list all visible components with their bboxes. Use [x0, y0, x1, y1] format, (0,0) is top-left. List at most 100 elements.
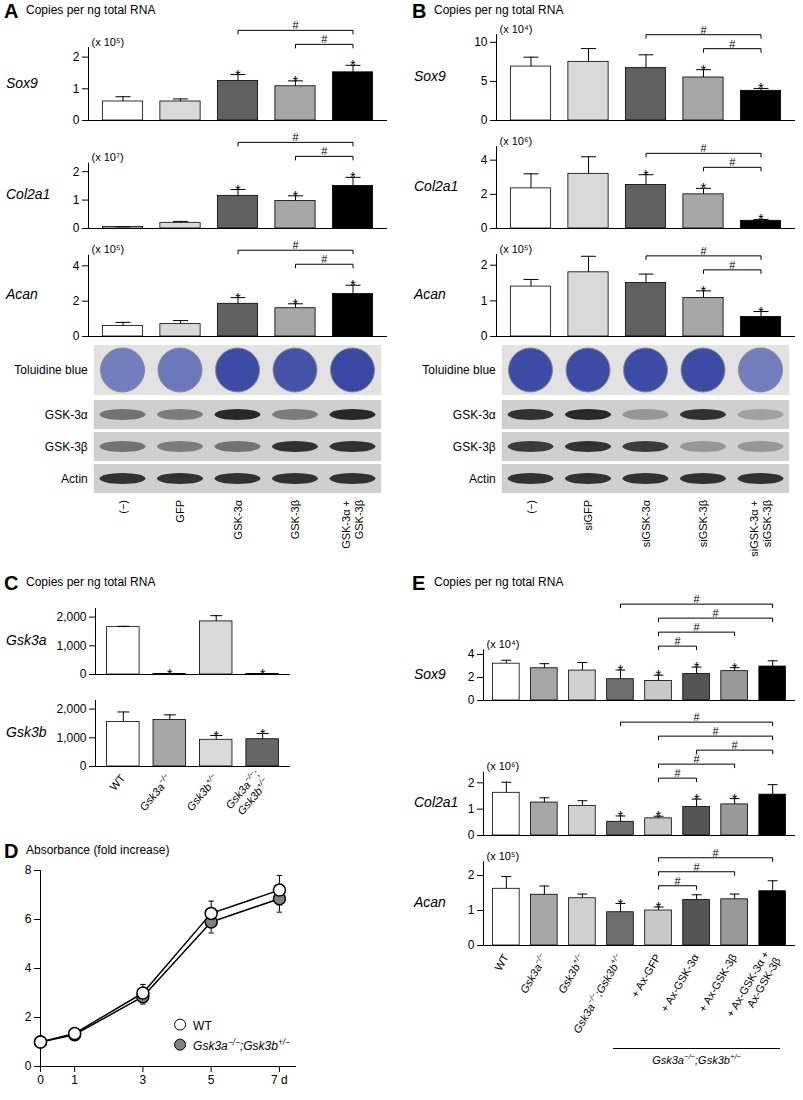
- svg-text:3: 3: [140, 1073, 147, 1087]
- svg-text:7 d: 7 d: [271, 1073, 288, 1087]
- svg-text:0: 0: [37, 1073, 44, 1087]
- svg-text:4: 4: [25, 961, 32, 975]
- svg-text:#: #: [713, 847, 720, 859]
- svg-text:GSK-3β: GSK-3β: [453, 440, 496, 454]
- svg-text:*: *: [656, 807, 662, 824]
- svg-text:2: 2: [468, 776, 475, 790]
- svg-text:2: 2: [73, 294, 80, 308]
- svg-text:1: 1: [468, 802, 475, 816]
- svg-text:#: #: [694, 621, 701, 633]
- svg-text:0: 0: [481, 329, 488, 343]
- svg-text:GSK-3α: GSK-3α: [45, 408, 88, 422]
- svg-text:2: 2: [73, 50, 80, 64]
- svg-text:*: *: [618, 661, 624, 678]
- svg-text:*: *: [643, 166, 649, 183]
- svg-text:*: *: [213, 727, 219, 744]
- svg-text:*: *: [350, 276, 356, 293]
- svg-text:#: #: [674, 875, 681, 887]
- svg-text:*: *: [656, 898, 662, 915]
- svg-text:#: #: [732, 739, 739, 751]
- svg-text:*: *: [293, 187, 299, 204]
- svg-text:2: 2: [481, 187, 488, 201]
- svg-text:2: 2: [25, 1010, 32, 1024]
- svg-text:2,000: 2,000: [56, 610, 86, 624]
- svg-text:1: 1: [73, 193, 80, 207]
- svg-text:1: 1: [71, 1073, 78, 1087]
- svg-text:(x 10⁷): (x 10⁷): [92, 151, 124, 163]
- svg-text:(x 10⁶): (x 10⁶): [487, 760, 520, 772]
- svg-text:0: 0: [481, 113, 488, 127]
- svg-text:2,000: 2,000: [56, 702, 86, 716]
- svg-text:2: 2: [468, 868, 475, 882]
- svg-text:5: 5: [481, 74, 488, 88]
- svg-text:*: *: [235, 181, 241, 198]
- svg-text:0: 0: [25, 1059, 32, 1073]
- svg-text:#: #: [292, 239, 299, 251]
- svg-text:*: *: [293, 72, 299, 89]
- svg-text:*: *: [167, 665, 173, 682]
- svg-text:*: *: [350, 56, 356, 73]
- svg-text:1: 1: [73, 82, 80, 96]
- svg-text:#: #: [694, 711, 701, 723]
- svg-text:0: 0: [73, 221, 80, 235]
- svg-text:1,000: 1,000: [56, 731, 86, 745]
- svg-text:#: #: [694, 861, 701, 873]
- svg-text:#: #: [321, 145, 328, 157]
- svg-text:#: #: [713, 607, 720, 619]
- svg-text:1: 1: [468, 903, 475, 917]
- svg-text:1,000: 1,000: [56, 639, 86, 653]
- svg-text:(x 10⁶): (x 10⁶): [500, 135, 533, 147]
- svg-text:(x 10⁵): (x 10⁵): [92, 36, 125, 48]
- svg-text:*: *: [235, 66, 241, 83]
- svg-text:*: *: [701, 179, 707, 196]
- svg-text:4: 4: [481, 153, 488, 167]
- svg-text:*: *: [618, 807, 624, 824]
- svg-text:*: *: [758, 303, 764, 320]
- svg-text:(x 10⁵): (x 10⁵): [487, 850, 520, 862]
- svg-text:Toluidine blue: Toluidine blue: [422, 363, 496, 377]
- svg-text:#: #: [674, 767, 681, 779]
- svg-text:*: *: [694, 658, 700, 675]
- svg-text:#: #: [694, 593, 701, 605]
- svg-text:GSK-3α: GSK-3α: [453, 408, 496, 422]
- svg-text:0: 0: [481, 221, 488, 235]
- svg-text:*: *: [701, 282, 707, 299]
- svg-text:#: #: [729, 156, 736, 168]
- svg-text:0: 0: [468, 828, 475, 842]
- svg-text:#: #: [674, 635, 681, 647]
- svg-text:#: #: [292, 19, 299, 31]
- svg-text:#: #: [700, 245, 707, 257]
- svg-text:6: 6: [25, 912, 32, 926]
- svg-text:*: *: [260, 725, 266, 742]
- svg-text:(x 10⁵): (x 10⁵): [92, 243, 125, 255]
- svg-text:2: 2: [481, 258, 488, 272]
- svg-text:0: 0: [73, 329, 80, 343]
- svg-text:Actin: Actin: [469, 472, 496, 486]
- svg-text:0: 0: [468, 693, 475, 707]
- svg-text:0: 0: [468, 938, 475, 952]
- svg-text:*: *: [732, 659, 738, 676]
- svg-text:*: *: [260, 665, 266, 682]
- svg-text:4: 4: [468, 647, 475, 661]
- svg-text:10: 10: [474, 35, 488, 49]
- svg-text:2: 2: [73, 165, 80, 179]
- svg-text:*: *: [758, 210, 764, 227]
- svg-text:*: *: [235, 289, 241, 306]
- svg-text:#: #: [292, 131, 299, 143]
- svg-text:0: 0: [80, 667, 87, 681]
- svg-text:*: *: [656, 666, 662, 683]
- svg-text:*: *: [694, 790, 700, 807]
- svg-text:#: #: [694, 753, 701, 765]
- svg-text:0: 0: [80, 759, 87, 773]
- svg-text:#: #: [321, 253, 328, 265]
- svg-text:#: #: [729, 38, 736, 50]
- svg-text:*: *: [293, 295, 299, 312]
- svg-text:5: 5: [208, 1073, 215, 1087]
- svg-text:4: 4: [73, 259, 80, 273]
- svg-text:#: #: [713, 725, 720, 737]
- svg-text:#: #: [321, 33, 328, 45]
- svg-text:(x 10⁵): (x 10⁵): [500, 243, 533, 255]
- svg-text:1: 1: [481, 294, 488, 308]
- svg-text:2: 2: [468, 670, 475, 684]
- svg-text:#: #: [700, 24, 707, 36]
